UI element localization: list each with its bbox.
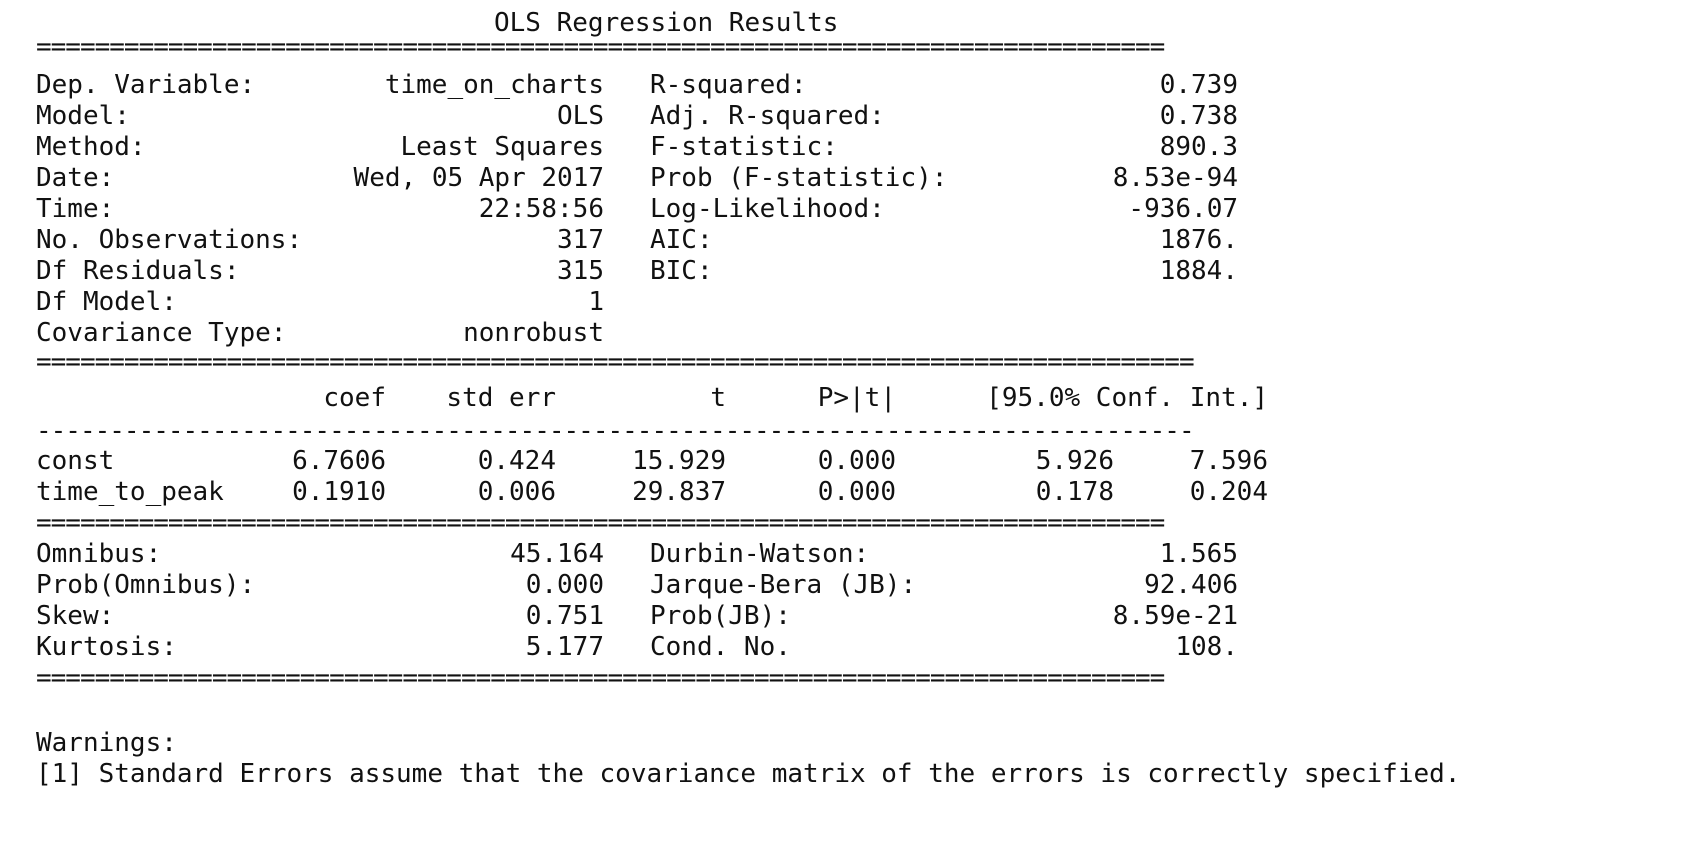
p-value: 0.000 <box>817 446 896 476</box>
summary-left-label: Method: <box>36 132 146 162</box>
coef-value: 6.7606 <box>292 446 386 476</box>
diag-left-label: Prob(Omnibus): <box>36 570 256 600</box>
summary-right-label: R-squared: <box>650 70 807 100</box>
diag-right-label: Jarque-Bera (JB): <box>650 570 917 600</box>
diag-right-label: Prob(JB): <box>650 601 791 631</box>
summary-left-label: Model: <box>36 101 130 131</box>
summary-right-label: BIC: <box>650 256 713 286</box>
summary-left-label: Covariance Type: <box>36 318 287 348</box>
summary-left-value: 315 <box>557 256 604 286</box>
diag-left-label: Kurtosis: <box>36 632 177 662</box>
summary-left-value: nonrobust <box>463 318 604 348</box>
coef-row-name: const <box>36 446 115 476</box>
summary-right-value: -936.07 <box>1128 194 1238 224</box>
diag-right-value: 92.406 <box>1144 570 1238 600</box>
conf-int-header: [95.0% Conf. Int.] <box>986 383 1268 413</box>
t-header: t <box>710 383 726 413</box>
diag-right-value: 108. <box>1175 632 1238 662</box>
summary-left-label: Date: <box>36 163 115 193</box>
separator-table-mid: ----------------------------------------… <box>36 416 1195 446</box>
warning-line: [1] Standard Errors assume that the cova… <box>36 759 1461 789</box>
summary-right-label: AIC: <box>650 225 713 255</box>
summary-right-value: 0.739 <box>1159 70 1238 100</box>
ci-high-value: 0.204 <box>1189 477 1268 507</box>
std-err-value: 0.006 <box>477 477 556 507</box>
coef-value: 0.1910 <box>292 477 386 507</box>
t-value: 15.929 <box>632 446 726 476</box>
summary-left-label: Df Model: <box>36 287 177 317</box>
std-err-header: std err <box>446 383 556 413</box>
diag-left-value: 5.177 <box>525 632 604 662</box>
summary-left-value: 317 <box>557 225 604 255</box>
p-value-header: P>|t| <box>817 383 896 413</box>
summary-right-label: F-statistic: <box>650 132 838 162</box>
diag-right-value: 1.565 <box>1159 539 1238 569</box>
diag-left-value: 0.751 <box>525 601 604 631</box>
ci-low-value: 5.926 <box>1035 446 1114 476</box>
summary-left-label: No. Observations: <box>36 225 303 255</box>
warnings-heading: Warnings: <box>36 728 177 758</box>
ci-low-value: 0.178 <box>1035 477 1114 507</box>
diag-right-label: Cond. No. <box>650 632 791 662</box>
separator-diagnostics-top: ========================================… <box>36 508 1165 538</box>
diag-right-value: 8.59e-21 <box>1112 601 1238 631</box>
page-title: OLS Regression Results <box>494 8 839 38</box>
summary-right-value: 8.53e-94 <box>1112 163 1238 193</box>
summary-right-value: 890.3 <box>1159 132 1238 162</box>
summary-left-value: Least Squares <box>400 132 605 162</box>
separator-top: ========================================… <box>36 32 1165 62</box>
summary-right-label: Adj. R-squared: <box>650 101 885 131</box>
summary-left-label: Dep. Variable: <box>36 70 256 100</box>
ci-high-value: 7.596 <box>1189 446 1268 476</box>
summary-right-value: 1884. <box>1159 256 1238 286</box>
diag-right-label: Durbin-Watson: <box>650 539 870 569</box>
std-err-value: 0.424 <box>477 446 556 476</box>
coef-row-name: time_to_peak <box>36 477 224 507</box>
diag-left-value: 45.164 <box>510 539 604 569</box>
t-value: 29.837 <box>632 477 726 507</box>
summary-left-value: time_on_charts <box>384 70 604 100</box>
diag-left-label: Skew: <box>36 601 115 631</box>
coef-header: coef <box>323 383 386 413</box>
summary-right-value: 1876. <box>1159 225 1238 255</box>
summary-left-value: 1 <box>588 287 604 317</box>
diag-left-label: Omnibus: <box>36 539 162 569</box>
separator-table-top: ========================================… <box>36 347 1195 377</box>
summary-left-label: Df Residuals: <box>36 256 240 286</box>
summary-right-value: 0.738 <box>1159 101 1238 131</box>
summary-left-value: OLS <box>557 101 604 131</box>
summary-right-label: Prob (F-statistic): <box>650 163 948 193</box>
summary-left-label: Time: <box>36 194 115 224</box>
summary-left-value: Wed, 05 Apr 2017 <box>353 163 604 193</box>
p-value: 0.000 <box>817 477 896 507</box>
diag-left-value: 0.000 <box>525 570 604 600</box>
summary-left-value: 22:58:56 <box>478 194 604 224</box>
separator-bottom: ========================================… <box>36 663 1165 693</box>
summary-right-label: Log-Likelihood: <box>650 194 885 224</box>
